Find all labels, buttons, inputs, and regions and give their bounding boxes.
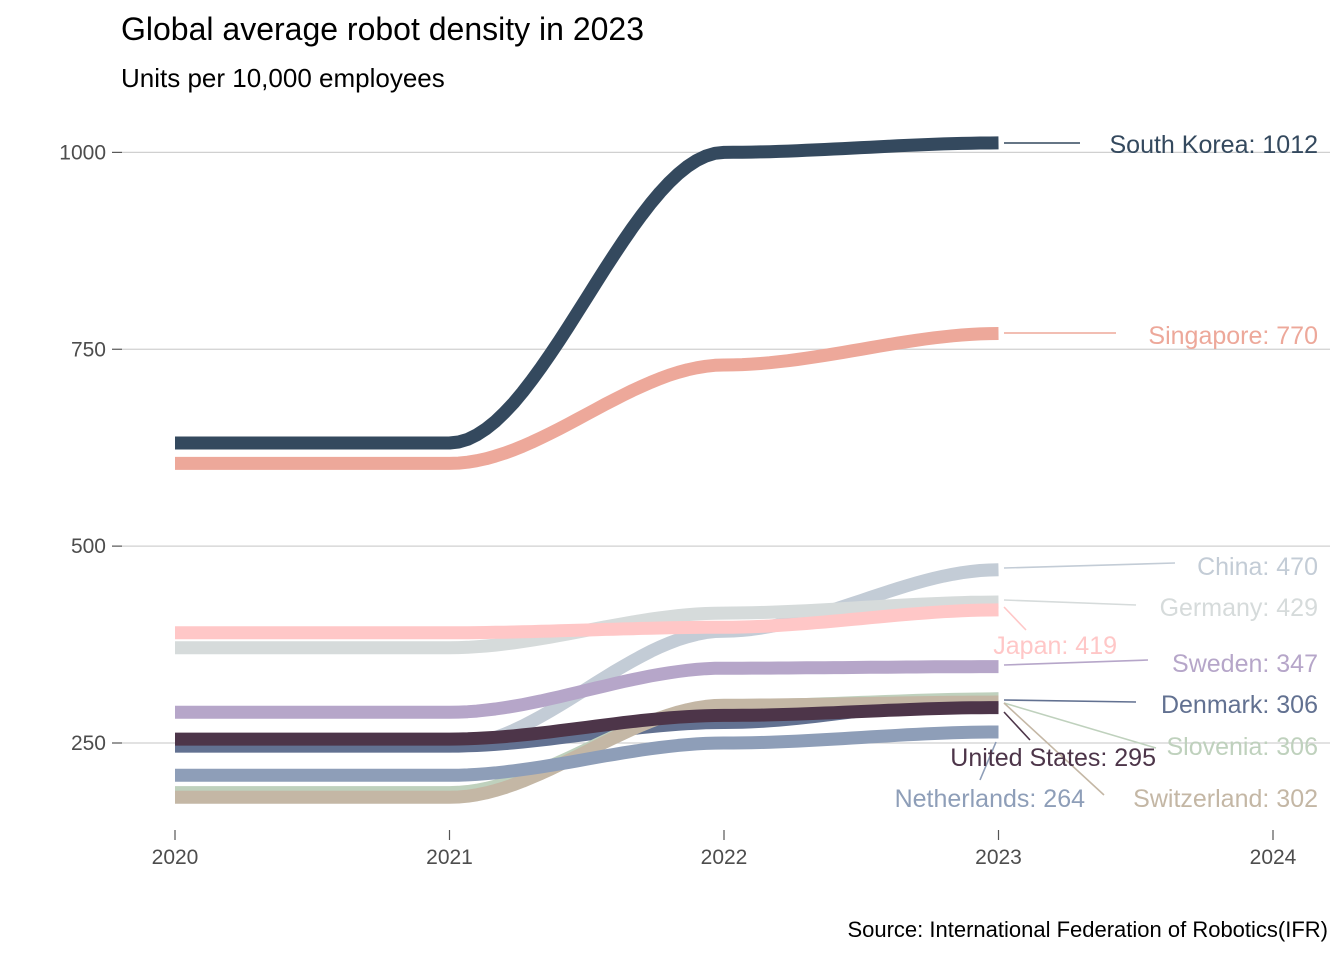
series-labels: South Korea: 1012 Singapore: 770 China: 47…	[895, 131, 1318, 813]
y-tick-label-250: 250	[71, 732, 106, 755]
series-label-sweden: Sweden: 347	[1172, 650, 1318, 678]
leader-line-denmark	[1003, 699, 1137, 703]
series-label-germany: Germany: 429	[1160, 594, 1318, 622]
series-label-denmark: Denmark: 306	[1161, 691, 1318, 719]
label-leader-lines	[979, 142, 1176, 796]
y-tick-label-500: 500	[71, 535, 106, 558]
chart-source-caption: Source: International Federation of Robo…	[847, 917, 1328, 942]
leader-line-sweden	[1003, 659, 1149, 666]
series-label-china: China: 470	[1197, 553, 1318, 581]
series-line-south-korea	[175, 136, 999, 450]
series-label-singapore: Singapore: 770	[1148, 322, 1318, 350]
series-label-south-korea: South Korea: 1012	[1110, 131, 1319, 159]
x-axis-ticks: 2020 2021 2022 2023 2024	[152, 830, 1297, 869]
series-label-slovenia: Slovenia: 306	[1166, 733, 1318, 761]
series-label-japan: Japan: 419	[993, 632, 1117, 660]
leader-line-netherlands	[979, 741, 997, 781]
series-lines	[175, 136, 999, 804]
x-tick-label-2023: 2023	[975, 846, 1022, 869]
leader-line-united-states	[1003, 711, 1031, 741]
x-tick-label-2024: 2024	[1250, 846, 1297, 869]
y-tick-label-750: 750	[71, 338, 106, 361]
y-axis-ticks: 250 500 750 1000	[59, 141, 122, 755]
x-tick-label-2022: 2022	[701, 846, 748, 869]
y-tick-label-1000: 1000	[59, 141, 106, 164]
series-label-netherlands: Netherlands: 264	[895, 785, 1086, 813]
series-line-netherlands	[175, 725, 999, 782]
chart-title: Global average robot density in 2023	[121, 11, 645, 47]
series-label-switzerland: Switzerland: 302	[1133, 785, 1318, 813]
leader-line-slovenia	[1003, 702, 1157, 749]
leader-line-germany	[1003, 599, 1137, 606]
series-line-sweden	[175, 660, 999, 719]
x-tick-label-2020: 2020	[152, 846, 199, 869]
leader-line-japan	[1003, 606, 1027, 631]
chart-subtitle: Units per 10,000 employees	[121, 63, 445, 93]
leader-line-switzerland	[1003, 702, 1105, 796]
x-tick-label-2021: 2021	[426, 846, 473, 869]
series-line-united-states	[175, 701, 999, 746]
series-label-united-states: United States: 295	[950, 744, 1156, 772]
series-line-singapore	[175, 327, 999, 470]
leader-line-china	[1003, 562, 1176, 569]
series-line-china	[175, 563, 999, 753]
series-line-japan	[175, 603, 999, 640]
series-line-switzerland	[175, 695, 999, 804]
